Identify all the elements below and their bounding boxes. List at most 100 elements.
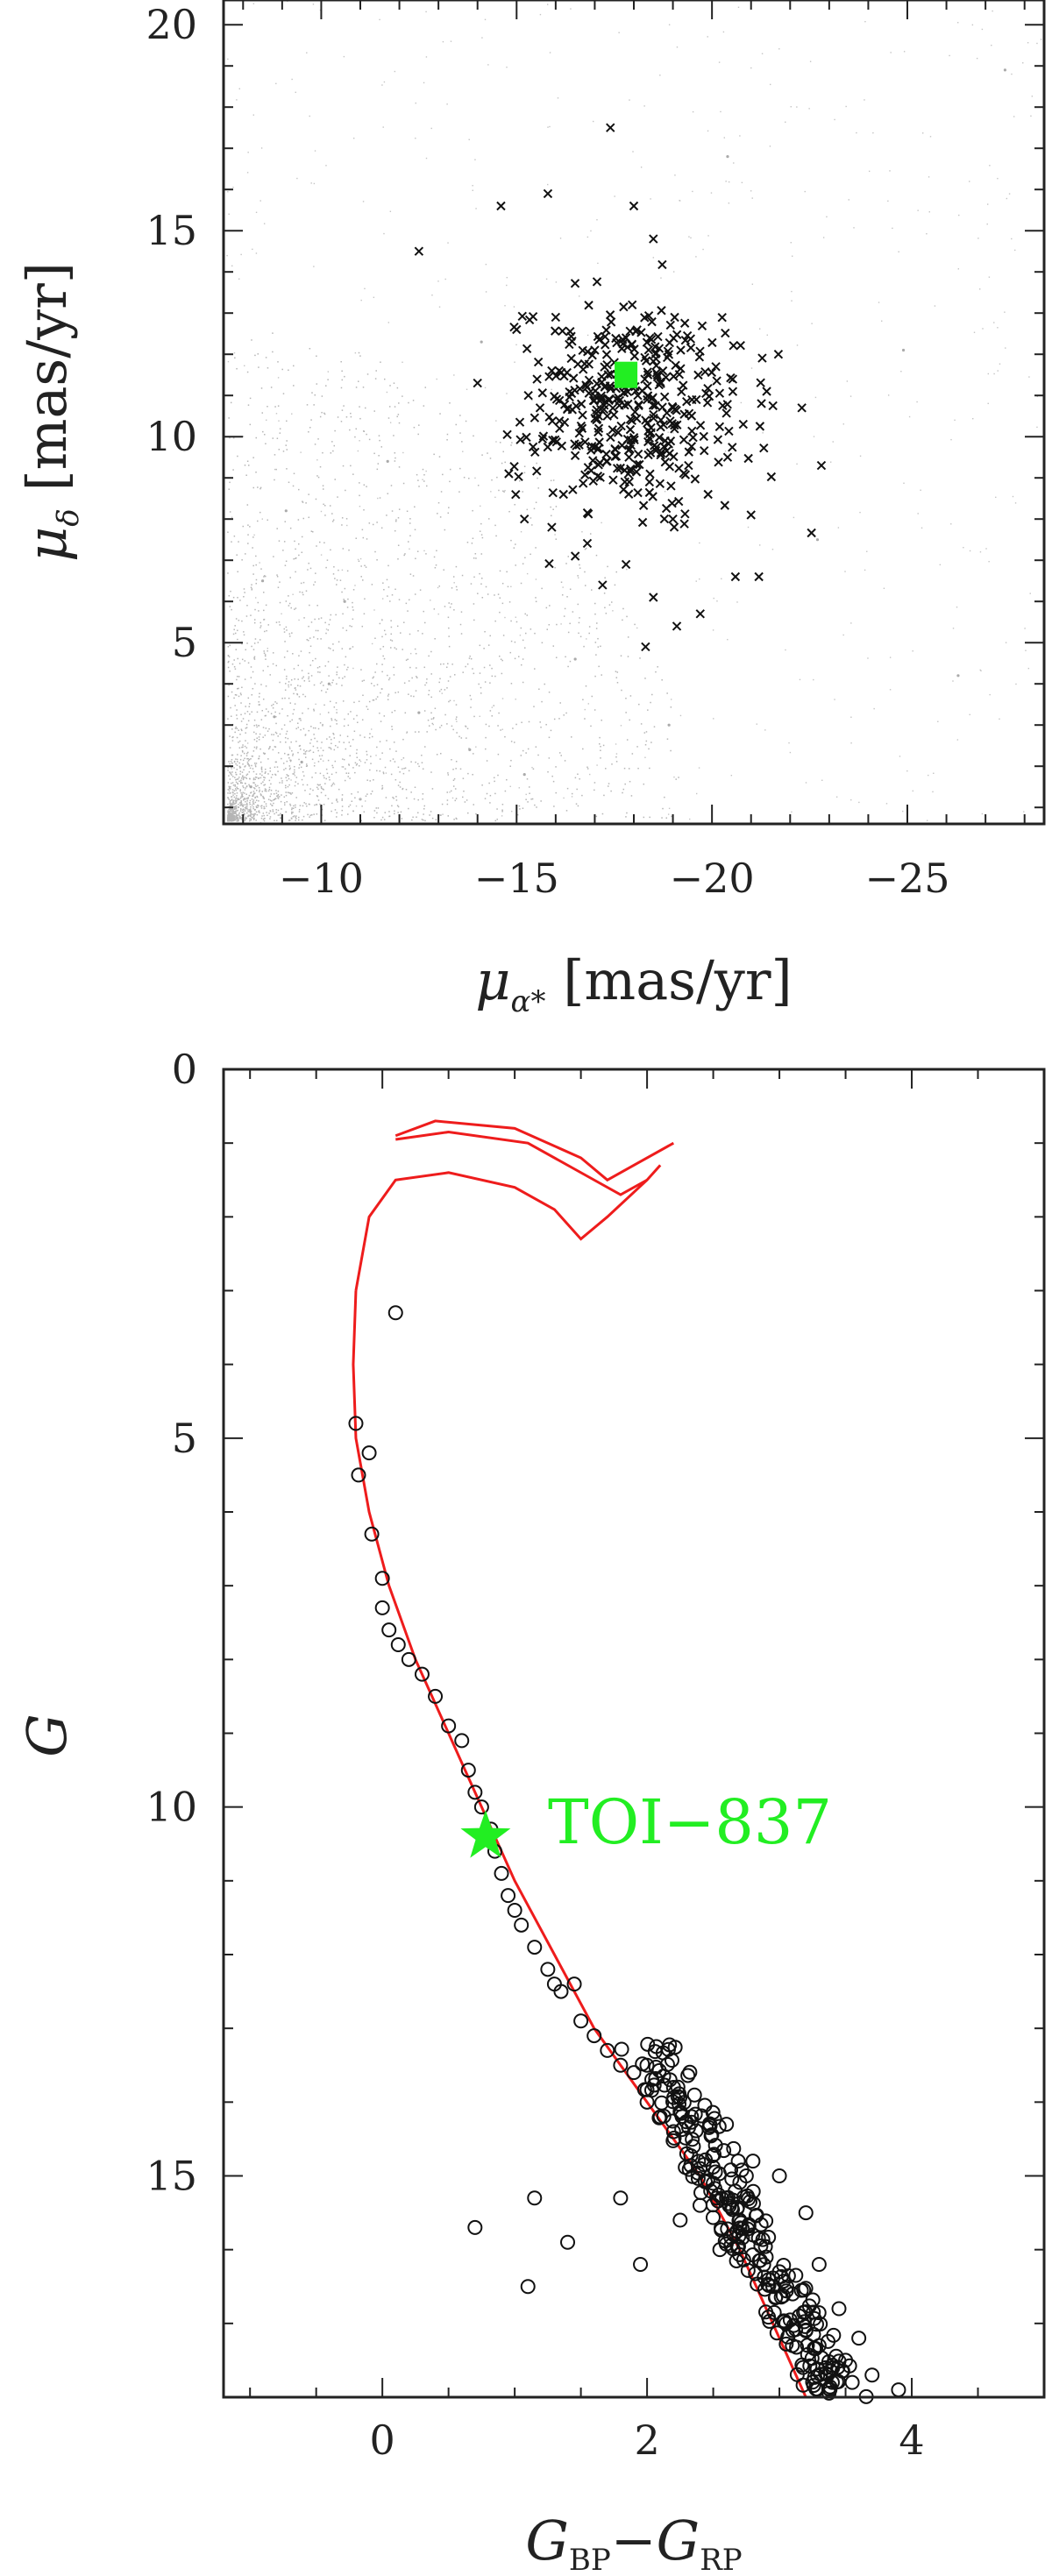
field-star-point [394, 588, 396, 591]
field-star-point [278, 796, 281, 798]
field-star-point [404, 767, 407, 770]
field-star-point [229, 787, 231, 789]
field-star-point [348, 549, 350, 551]
field-star-point [282, 550, 284, 551]
field-star-point [391, 805, 393, 807]
field-star-point [345, 518, 348, 520]
field-star-point [462, 796, 464, 798]
isochrone-giant-branch [395, 1131, 648, 1196]
field-star-point [245, 474, 247, 476]
field-star-point [483, 648, 485, 649]
field-star-point [391, 510, 394, 512]
field-star-point [267, 648, 269, 649]
axis-label-mu: μ [475, 948, 510, 1012]
member-circle-marker [719, 2117, 735, 2132]
field-star-point [393, 666, 394, 669]
member-x-marker [686, 442, 697, 451]
field-star-point [237, 814, 239, 816]
field-star-point [414, 731, 416, 733]
field-star-point [249, 526, 251, 528]
field-star-point [368, 700, 371, 703]
field-star-point [423, 666, 425, 669]
field-star-point [430, 771, 432, 773]
field-star-point [263, 753, 266, 755]
field-star-point [341, 648, 344, 649]
field-star-point [547, 183, 549, 186]
member-circle-marker [741, 2191, 757, 2207]
field-star-point [978, 288, 981, 290]
field-star-point [236, 818, 238, 820]
field-star-point [249, 820, 251, 822]
field-star-point [243, 811, 245, 813]
field-star-point [373, 810, 376, 812]
field-star-point [501, 809, 503, 811]
field-star-point [369, 780, 371, 782]
field-star-point [313, 710, 315, 712]
field-star-point [292, 816, 295, 818]
field-star-point [451, 759, 452, 761]
member-circle-marker [716, 2143, 732, 2159]
member-x-marker [509, 322, 519, 332]
field-star-point [270, 387, 273, 388]
field-star-point [981, 28, 984, 31]
field-star-point [233, 351, 236, 354]
member-x-marker [665, 462, 675, 472]
field-star-point [288, 820, 290, 821]
field-star-point [278, 420, 280, 422]
field-star-point [295, 741, 297, 742]
field-star-point [537, 477, 538, 479]
field-star-point [521, 721, 522, 724]
member-stars [348, 1305, 906, 2404]
field-star-point [309, 664, 312, 666]
field-star-point [256, 711, 259, 713]
member-x-marker [651, 360, 661, 371]
field-star-point [298, 811, 301, 813]
field-star-point [467, 772, 469, 775]
member-x-marker [713, 435, 723, 444]
field-star-point [245, 727, 248, 728]
member-x-marker [680, 470, 691, 479]
field-star-point [332, 734, 335, 735]
field-star-point [350, 412, 352, 415]
field-star-point [456, 818, 458, 820]
field-star-point [240, 796, 242, 798]
field-star-point [661, 817, 663, 819]
field-star-point [291, 811, 293, 813]
field-star-point [412, 816, 414, 819]
member-x-marker [576, 399, 586, 409]
field-star-point [239, 802, 241, 805]
field-star-point [579, 777, 580, 780]
member-circle-marker [540, 1962, 556, 1977]
member-x-marker [618, 339, 628, 349]
field-star-point [398, 466, 401, 468]
field-star-point [231, 813, 233, 814]
member-circle-marker [656, 2069, 672, 2084]
field-star-point [236, 709, 238, 711]
field-star-point [255, 773, 258, 775]
field-star-point [265, 685, 267, 687]
field-star-point [845, 105, 847, 108]
field-star-point [555, 538, 558, 540]
field-star-point [273, 802, 274, 805]
member-x-marker [620, 400, 629, 410]
field-star-point [237, 782, 238, 784]
field-star-point [344, 601, 346, 603]
field-star-point [335, 614, 337, 616]
field-star-point [302, 517, 305, 520]
field-star-point [234, 731, 236, 734]
field-star-point [285, 733, 288, 735]
field-star-point [388, 811, 390, 813]
field-star-point [265, 357, 267, 358]
field-star-point [291, 413, 293, 415]
field-star-point [440, 724, 443, 727]
member-x-marker [627, 300, 637, 310]
field-star-point [272, 749, 274, 751]
field-star-point [386, 578, 388, 581]
member-x-marker [797, 403, 807, 413]
field-star-point [444, 689, 446, 691]
field-star-point [430, 811, 432, 813]
field-star-point [548, 624, 551, 626]
member-circle-marker [730, 2239, 746, 2254]
field-star-point [380, 446, 383, 448]
field-star-point [531, 399, 533, 401]
